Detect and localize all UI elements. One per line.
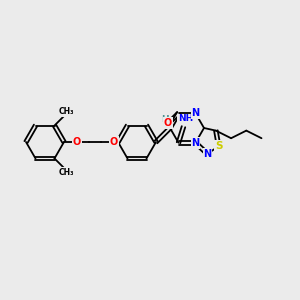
Text: N: N [203,149,211,159]
Text: N: N [191,138,200,148]
Text: NH: NH [178,114,193,123]
Text: H: H [161,115,169,124]
Text: N: N [191,108,200,118]
Text: O: O [164,118,172,128]
Text: CH₃: CH₃ [59,168,74,177]
Text: O: O [73,137,81,147]
Text: O: O [110,137,118,147]
Text: CH₃: CH₃ [59,107,74,116]
Text: S: S [215,141,222,151]
